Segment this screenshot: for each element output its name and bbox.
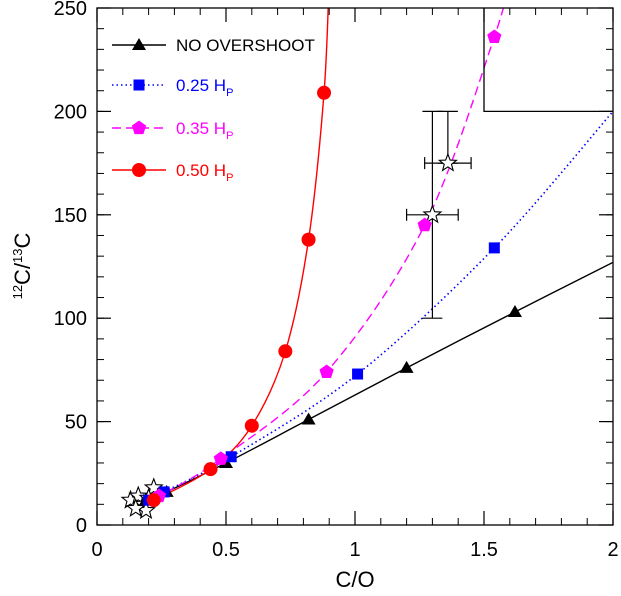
legend-label: 0.35 HP xyxy=(176,119,233,142)
legend-label-subscript: P xyxy=(226,172,233,184)
x-tick-label: 1.5 xyxy=(470,539,498,561)
x-axis-label: C/O xyxy=(335,567,374,592)
x-tick-label: 0 xyxy=(91,539,102,561)
y-axis-label-sup1: 12 xyxy=(10,285,25,299)
data-point xyxy=(507,304,522,317)
observation-star xyxy=(422,204,443,224)
data-point xyxy=(352,368,364,380)
observation-star xyxy=(143,477,164,497)
y-axis-label-base1: C/ xyxy=(10,262,35,285)
data-point xyxy=(278,344,293,359)
data-point xyxy=(488,242,500,254)
data-point xyxy=(301,412,316,425)
data-point xyxy=(225,451,237,463)
series-line-3 xyxy=(140,8,329,506)
data-point xyxy=(158,486,170,498)
y-axis-label: 12C/13C xyxy=(10,232,35,299)
y-tick-label: 50 xyxy=(65,412,87,434)
observed-limit-box xyxy=(483,8,613,113)
x-tick-label: 1 xyxy=(349,539,360,561)
observation-star xyxy=(125,497,146,518)
legend-marker xyxy=(132,163,146,177)
y-tick-label: 150 xyxy=(54,205,87,227)
data-point xyxy=(213,451,228,465)
data-point xyxy=(301,232,316,247)
legend-marker xyxy=(133,79,145,91)
legend-label-text: NO OVERSHOOT xyxy=(176,36,315,55)
data-point xyxy=(399,360,414,373)
y-tick-label: 250 xyxy=(54,0,87,20)
data-point xyxy=(417,217,432,232)
data-point xyxy=(203,462,218,477)
legend-label-subscript: P xyxy=(226,130,233,142)
data-point xyxy=(317,85,332,100)
plot-frame xyxy=(96,7,614,526)
legend-label: 0.50 HP xyxy=(176,161,233,184)
legend-marker xyxy=(131,120,147,135)
data-point xyxy=(244,418,259,433)
y-axis-label-base2: C xyxy=(10,232,35,248)
legend-label-text: 0.35 H xyxy=(176,119,226,138)
data-point xyxy=(487,29,502,44)
legend-label-subscript: P xyxy=(226,87,233,99)
observation-star xyxy=(437,152,458,172)
x-tick-label: 2 xyxy=(607,539,618,561)
legend-marker xyxy=(132,38,146,50)
data-point xyxy=(319,364,334,379)
observation-star xyxy=(128,485,149,505)
x-tick-label: 0.5 xyxy=(212,539,240,561)
legend-label-text: 0.25 H xyxy=(176,76,226,95)
legend-label: 0.25 HP xyxy=(176,76,233,99)
y-tick-label: 0 xyxy=(76,515,87,537)
legend-label-text: 0.50 H xyxy=(176,161,226,180)
legend-label: NO OVERSHOOT xyxy=(176,36,315,55)
y-axis-label-sup2: 13 xyxy=(10,248,25,262)
y-tick-label: 100 xyxy=(54,308,87,330)
data-point xyxy=(146,493,161,508)
y-tick-label: 200 xyxy=(54,101,87,123)
